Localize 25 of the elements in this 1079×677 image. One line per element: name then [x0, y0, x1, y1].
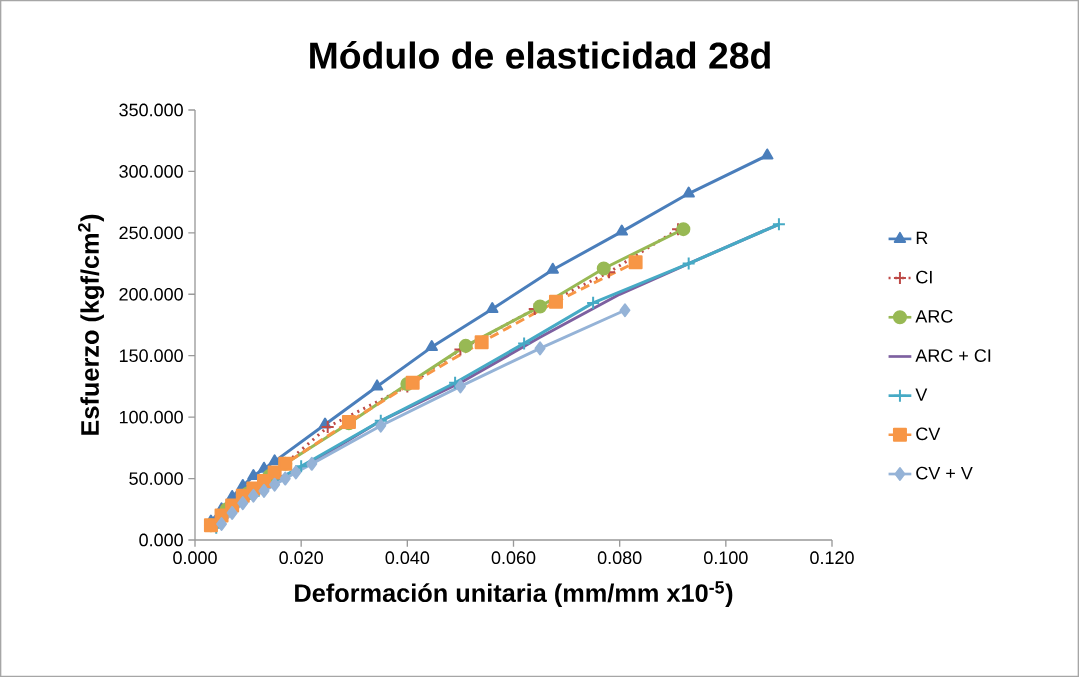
legend-label: R — [916, 231, 928, 245]
legend-label: CI — [916, 270, 932, 284]
legend-label: ARC — [915, 309, 953, 323]
x-tick-label: 0.060 — [491, 551, 536, 565]
x-tick-label: 0.000 — [173, 551, 217, 565]
y-tick-label: 100.000 — [119, 410, 183, 424]
y-tick-label: 0.000 — [139, 533, 183, 547]
legend-label: ARC + CI — [915, 349, 991, 362]
y-tick-label: 250.000 — [119, 226, 183, 240]
y-tick-label: 50.000 — [129, 472, 183, 485]
y-tick-label: 350.000 — [119, 103, 183, 117]
y-tick-label: 150.000 — [119, 349, 183, 363]
y-tick-label: 200.000 — [119, 287, 183, 301]
y-axis-title: Esfuerzo (kgf/cm$^{2}$) — [77, 214, 105, 435]
y-tick-label: 300.000 — [119, 165, 183, 178]
x-tick-label: 0.100 — [704, 551, 748, 565]
legend-label: CV + V — [916, 466, 973, 480]
x-tick-label: 0.020 — [279, 551, 323, 565]
legend-label: V — [915, 388, 928, 401]
x-axis-title: Deformación unitaria (mm/mm x10$^{-5}$) — [295, 581, 733, 608]
x-tick-label: 0.040 — [385, 551, 430, 565]
x-tick-label: 0.080 — [597, 551, 642, 565]
chart-title: Módulo de elasticidad 28d — [310, 41, 770, 69]
x-tick-label: 0.120 — [810, 551, 854, 565]
legend-label: CV — [916, 427, 941, 441]
